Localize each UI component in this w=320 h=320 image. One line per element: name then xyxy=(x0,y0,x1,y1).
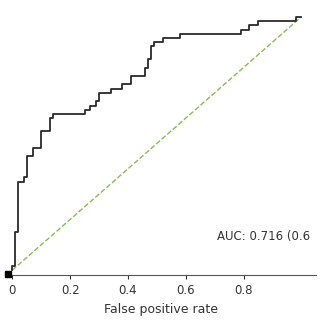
X-axis label: False positive rate: False positive rate xyxy=(104,303,218,316)
Text: AUC: 0.716 (0.6: AUC: 0.716 (0.6 xyxy=(217,230,310,243)
